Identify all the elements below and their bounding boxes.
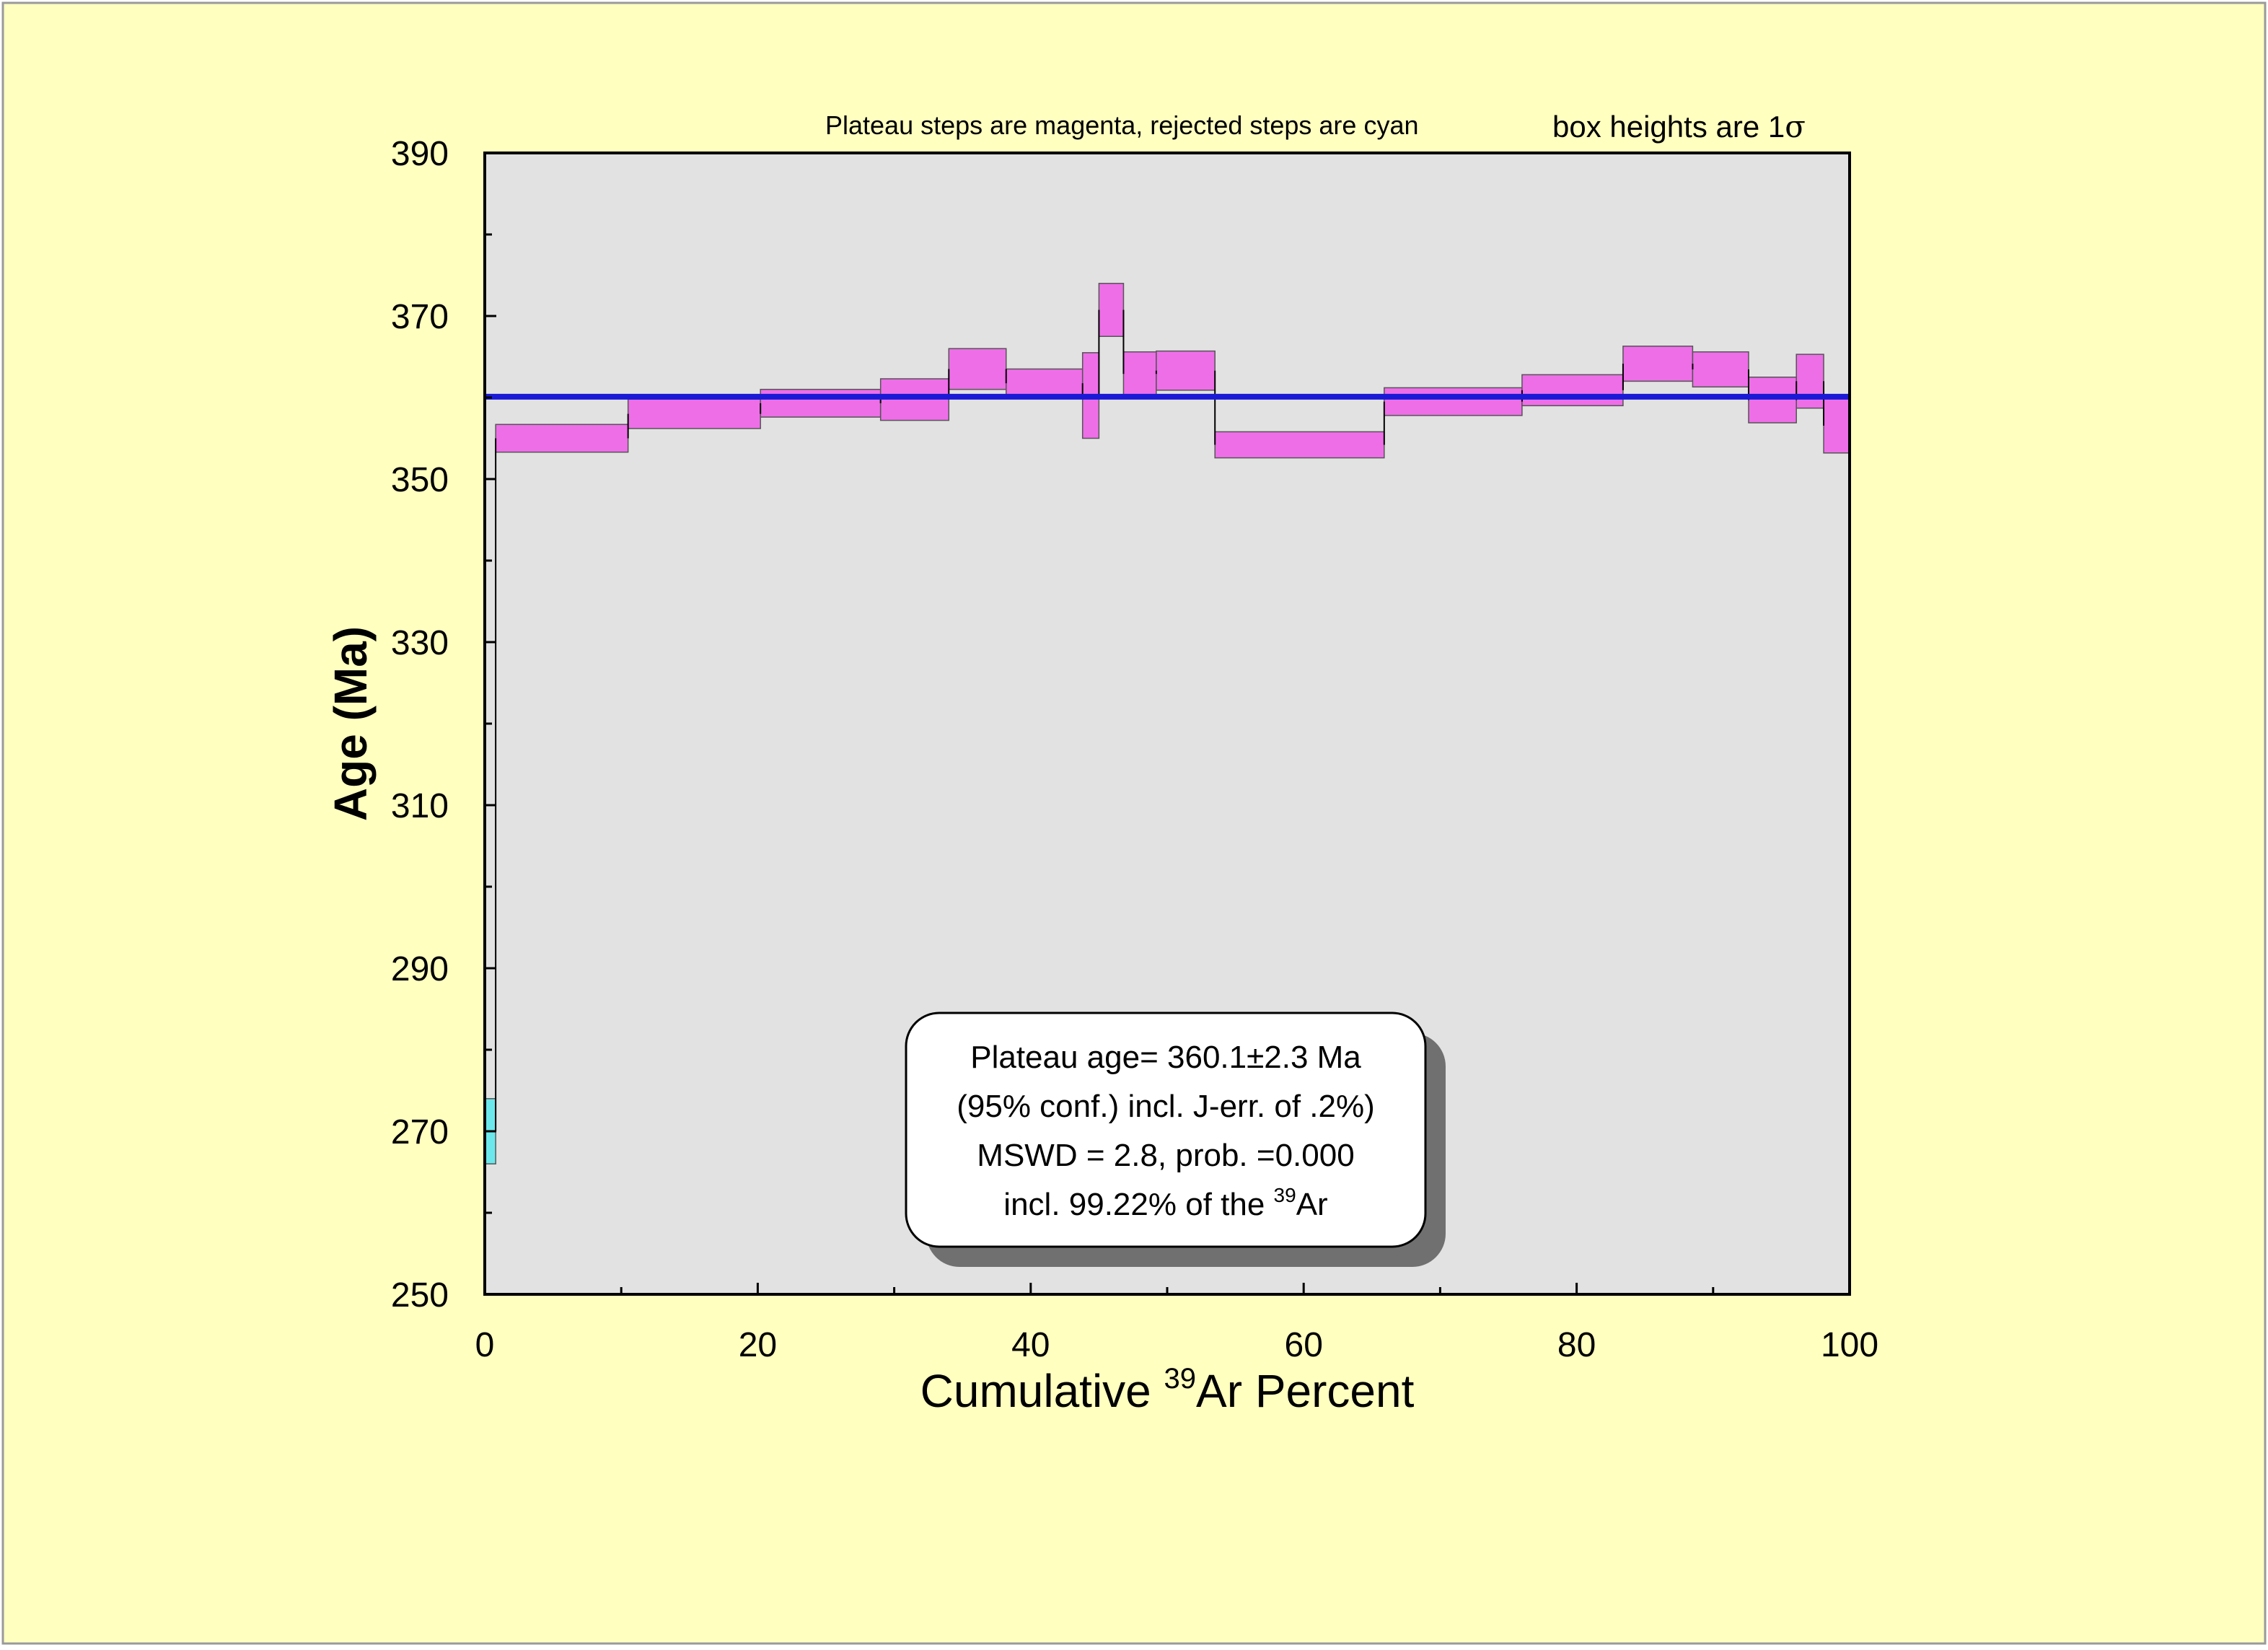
plateau-step-box — [1692, 351, 1749, 388]
plateau-step-box — [948, 348, 1007, 390]
y-tick-label: 310 — [391, 787, 449, 825]
x-tick-label: 80 — [1557, 1326, 1596, 1364]
plateau-step-box — [1823, 398, 1850, 454]
plateau-step-box — [495, 424, 629, 453]
ar39-fraction-post: Ar — [1296, 1187, 1328, 1222]
y-tick-label: 330 — [391, 624, 449, 662]
plateau-step-box — [1622, 346, 1694, 382]
mswd-text: MSWD = 2.8, prob. =0.000 — [977, 1138, 1354, 1173]
ar39-superscript: 39 — [1274, 1184, 1296, 1206]
y-tick-label: 250 — [391, 1276, 449, 1315]
y-tick-label: 350 — [391, 461, 449, 499]
plateau-color-note: Plateau steps are magenta, rejected step… — [825, 110, 1418, 140]
x-axis-title: Cumulative 39Ar Percent — [920, 1363, 1415, 1417]
plateau-step-box — [1098, 283, 1125, 337]
x-axis-title-rest: Ar Percent — [1196, 1365, 1415, 1417]
y-tick-label: 370 — [391, 298, 449, 336]
y-tick-label: 390 — [391, 135, 449, 173]
plateau-step-box — [627, 398, 761, 429]
x-tick-label: 60 — [1285, 1326, 1323, 1364]
sigma-symbol: σ — [1785, 109, 1806, 144]
y-tick-label: 270 — [391, 1113, 449, 1151]
plateau-step-box — [1384, 387, 1523, 416]
plateau-step-box — [1122, 351, 1157, 397]
x-axis-title-main: Cumulative — [920, 1365, 1164, 1417]
y-axis-title: Age (Ma) — [325, 626, 377, 821]
x-tick-label: 0 — [475, 1326, 495, 1364]
plateau-step-box — [1748, 377, 1797, 424]
box-height-note: box heights are 1σ — [1552, 109, 1806, 144]
plateau-age-text: Plateau age= 360.1±2.3 Ma — [970, 1040, 1361, 1075]
axis-ticks — [483, 152, 1851, 1296]
plateau-step-box — [1005, 368, 1084, 398]
x-tick-label: 40 — [1011, 1326, 1050, 1364]
step-boxes — [484, 283, 1850, 1164]
x-axis-title-superscript: 39 — [1164, 1363, 1197, 1395]
plateau-step-box — [1156, 350, 1216, 391]
plateau-step-box — [1796, 354, 1824, 409]
confidence-text: (95% conf.) incl. J-err. of .2%) — [957, 1089, 1375, 1124]
plateau-step-box — [1521, 374, 1624, 407]
ar39-fraction-text: incl. 99.22% of the 39Ar — [1003, 1184, 1327, 1222]
ar39-fraction-pre: incl. 99.22% of the — [1003, 1187, 1273, 1222]
y-tick-label: 290 — [391, 950, 449, 988]
plateau-step-box — [1214, 431, 1385, 459]
box-height-note-text: box heights are 1 — [1552, 110, 1785, 144]
x-tick-label: 100 — [1821, 1326, 1878, 1364]
x-tick-labels: 0 20 40 60 80 100 — [475, 1326, 1878, 1364]
plateau-result-box: Plateau age= 360.1±2.3 Ma (95% conf.) in… — [905, 1011, 1446, 1267]
x-tick-label: 20 — [739, 1326, 777, 1364]
y-tick-labels: 250 270 290 310 330 350 370 390 — [391, 135, 449, 1315]
result-box-panel — [905, 1011, 1427, 1248]
plateau-step-box — [760, 388, 882, 418]
